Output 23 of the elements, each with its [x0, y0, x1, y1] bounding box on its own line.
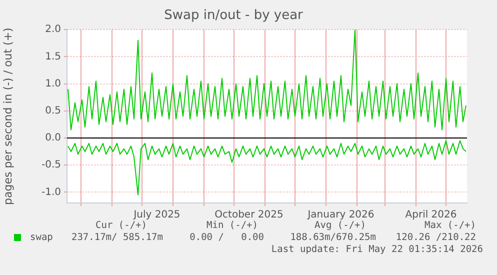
x-tick-label: July 2025 — [132, 210, 180, 221]
chart-title: Swap in/out - by year — [164, 8, 304, 24]
text: 237.17m/ 585.17m — [71, 232, 163, 244]
y-tick-label: 1.5 — [45, 51, 61, 62]
y-tick-label: 1.0 — [45, 78, 61, 90]
text: Max (-/+) — [424, 220, 476, 232]
text: Avg (-/+) — [314, 220, 366, 232]
x-tick-label: January 2026 — [306, 210, 374, 221]
text: Cur (-/+) — [96, 220, 147, 232]
y-tick-label: -1.0 — [41, 186, 61, 198]
y-axis-title: pages per second in (-) / out (+) — [1, 28, 14, 205]
y-tick-label: 0.0 — [45, 132, 61, 144]
y-tick-label: 2.0 — [45, 24, 61, 36]
x-tick-label: October 2025 — [214, 210, 284, 221]
x-tick-label: April 2026 — [405, 210, 457, 221]
text: 0.00 / 0.00 — [190, 232, 264, 244]
legend-label: swap — [30, 232, 53, 243]
y-tick-label: 0.5 — [45, 105, 61, 116]
text: Min (-/+) — [206, 220, 258, 232]
y-tick-label: -0.5 — [41, 160, 61, 171]
text: Last update: Fri May 22 01:35:14 2026 — [271, 244, 483, 256]
text: 120.26 /210.22 — [396, 232, 476, 244]
text: 188.63m/670.25m — [290, 232, 376, 244]
